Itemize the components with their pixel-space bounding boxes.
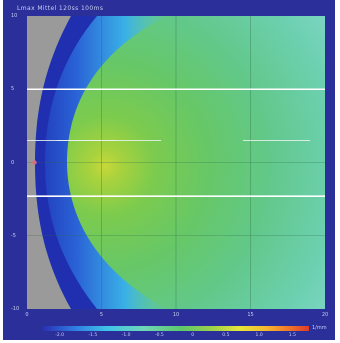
x-tick-label: 0	[25, 312, 29, 318]
y-tick-label: 0	[11, 159, 15, 166]
colorbar-tick-label: 0.5	[222, 333, 230, 338]
colorbar-tick-label: 0	[191, 333, 195, 338]
y-tick-label: 5	[11, 86, 15, 93]
y-tick-label: 10	[11, 13, 18, 19]
y-tick-label: -5	[11, 232, 16, 239]
colorbar-tick-label: -0.5	[154, 333, 164, 338]
source-marker	[32, 160, 37, 165]
colorbar-unit: 1/mm	[312, 325, 327, 331]
y-tick-label: -10	[11, 306, 20, 312]
chart-title: Lmax Mittel 120ss 100ms	[17, 5, 104, 12]
heatmap-svg	[27, 16, 325, 309]
colorbar: -2.0 -1.5 -1.0 -0.5 0 0.5 1.0 1.5 1/mm	[43, 323, 327, 339]
heatmap-plot-area	[27, 16, 325, 309]
colorbar-gradient	[43, 326, 309, 331]
x-tick-label: 15	[247, 312, 254, 318]
colorbar-tick-label: -1.0	[121, 333, 131, 338]
colorbar-tick-label: 1.0	[255, 333, 263, 338]
chart-frame: Lmax Mittel 120ss 100ms	[3, 0, 335, 340]
colorbar-tick-label: 1.5	[288, 333, 296, 338]
x-tick-label: 20	[321, 312, 329, 318]
colorbar-tick-label: -2.0	[55, 333, 65, 338]
x-tick-label: 10	[172, 312, 180, 318]
x-tick-label: 5	[99, 312, 104, 318]
colorbar-tick-label: -1.5	[88, 333, 98, 338]
